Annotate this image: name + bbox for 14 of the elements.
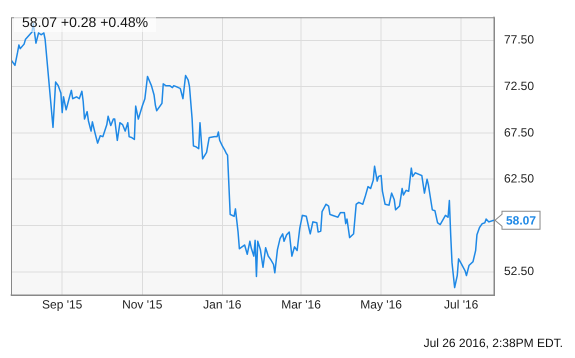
x-tick-label: Sep '15	[42, 298, 83, 312]
y-tick-label: 62.50	[504, 172, 534, 186]
x-tick-label: Jul '16	[444, 298, 479, 312]
x-tick-label: May '16	[360, 298, 402, 312]
x-tick-label: Nov '15	[122, 298, 163, 312]
y-tick-label: 77.50	[504, 32, 534, 47]
y-tick-label: 67.50	[504, 125, 534, 140]
x-tick-label: Jan '16	[203, 298, 242, 312]
y-tick-label: 72.50	[504, 78, 534, 93]
chart-title: 58.07 +0.28 +0.48%	[14, 12, 156, 32]
y-tick-label: 52.50	[504, 264, 534, 278]
annotation: 58.07	[506, 214, 536, 228]
x-tick-label: Mar '16	[281, 298, 322, 312]
text: Jul 26 2016, 2:38PM EDT.	[424, 336, 563, 350]
